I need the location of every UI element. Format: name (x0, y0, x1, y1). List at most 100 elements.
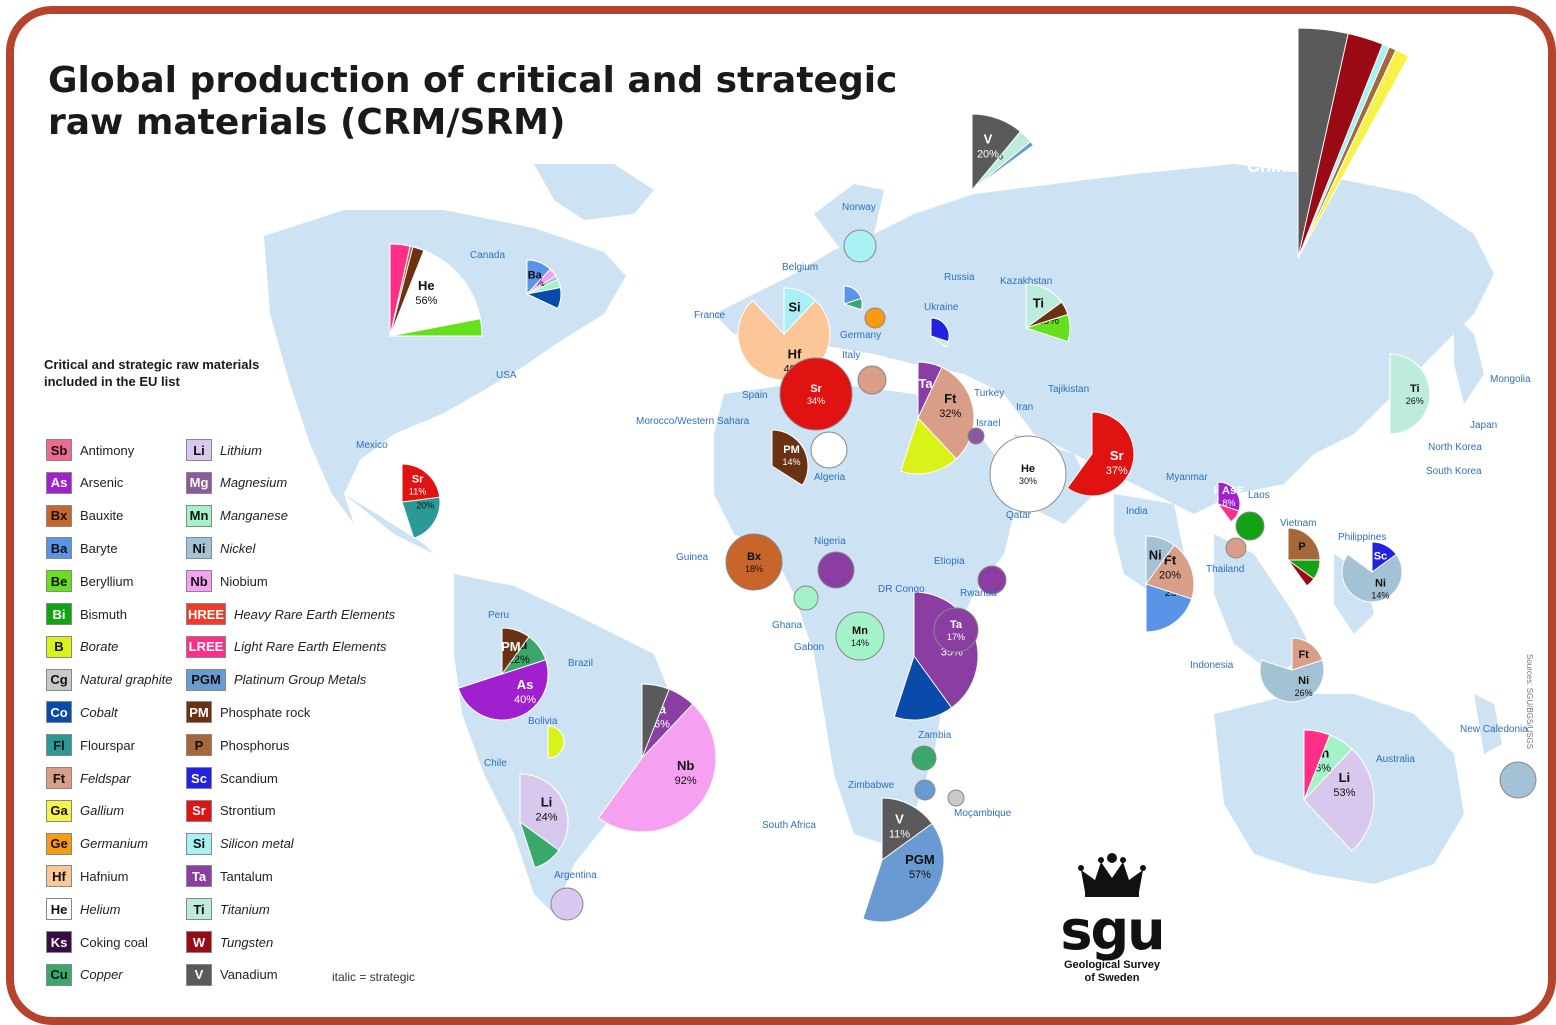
slice-code-label: Si (788, 299, 800, 314)
legend-label: Tantalum (220, 868, 273, 884)
slice-code-label: Ti (1033, 296, 1044, 311)
country-label: Gabon (794, 642, 824, 653)
legend-label: Bauxite (80, 508, 124, 524)
slice-code-label: Sc (1374, 550, 1387, 562)
country-label: France (694, 310, 726, 321)
legend-item-bx: Bx Bauxite (46, 504, 123, 528)
legend-item-ba: Ba Baryte (46, 536, 118, 560)
legend-swatch: Bx (46, 504, 72, 527)
legend-label: Germanium (80, 836, 148, 852)
legend-label: Platinum Group Metals (234, 672, 367, 688)
slice-code-label: V (984, 132, 993, 147)
legend-label: Light Rare Earth Elements (234, 639, 387, 655)
legend-label: Bismuth (80, 606, 127, 622)
country-label: Russia (944, 272, 975, 283)
country-label: Norway (842, 202, 876, 213)
legend-item-cg: Cg Natural graphite (46, 668, 173, 692)
pie-slice-cg (947, 789, 965, 807)
legend-item-sc: Sc Scandium (186, 766, 278, 790)
country-label: Brazil (568, 658, 593, 669)
slice-pct-label: 53% (1333, 787, 1355, 799)
legend-item-pgm: PGM Platinum Group Metals (186, 668, 366, 692)
legend-item-fl: Fl Flourspar (46, 733, 135, 757)
legend-label: Beryllium (80, 573, 134, 589)
country-label: Vietnam (1280, 518, 1317, 529)
legend-label: Baryte (80, 540, 118, 556)
pie-slice-ti (1389, 353, 1431, 435)
legend-label: Coking coal (80, 934, 148, 950)
legend-heading: Critical and strategic raw materials inc… (44, 357, 260, 389)
land-shape (344, 494, 454, 574)
legend-item-hree: HREE Heavy Rare Earth Elements (186, 602, 395, 626)
pie-algeria (810, 431, 848, 469)
country-label: Zimbabwe (848, 780, 895, 791)
legend-swatch: PM (186, 701, 212, 724)
country-label: Etiopia (934, 556, 965, 567)
slice-pct-label: 11% (889, 829, 910, 841)
pie-ukraine (930, 317, 950, 348)
legend-label: Gallium (80, 803, 125, 819)
pie-vietnam: WBiP (1287, 527, 1321, 587)
pie-slice-ge (864, 307, 886, 329)
slice-code-label: Ta (918, 376, 933, 391)
land-shape (264, 210, 626, 524)
country-label: DR Congo (878, 584, 925, 595)
slice-code-label: Ft (944, 391, 957, 406)
slice-code-label: PM (783, 444, 800, 456)
slice-code-label: Nb (677, 758, 694, 773)
legend-swatch: Ti (186, 898, 212, 921)
country-label: Morocco/Western Sahara (636, 416, 750, 427)
legend-item-w: W Tungsten (186, 930, 273, 954)
legend-label: Cobalt (80, 704, 118, 720)
pie-slice-pm (771, 429, 809, 486)
slice-code-label: He (1021, 463, 1035, 475)
legend-label: Silicon metal (220, 836, 294, 852)
pie-slice-sr (779, 357, 853, 431)
pie-slice-v (641, 683, 670, 759)
legend-item-ft: Ft Feldspar (46, 766, 131, 790)
legend-item-sr: Sr Strontium (186, 799, 276, 823)
pie-slice-mn (835, 611, 885, 661)
land-shape (534, 164, 654, 220)
legend-item-ks: Ks Coking coal (46, 930, 148, 954)
legend-swatch: Sr (186, 799, 212, 822)
slice-pct-label: 11% (409, 486, 426, 496)
legend-swatch: Sb (46, 439, 72, 461)
country-label: Ghana (772, 620, 802, 631)
country-label: Philippines (1338, 532, 1386, 543)
legend-swatch: Ba (46, 537, 72, 560)
country-label: Australia (1376, 754, 1415, 765)
pie-slice-ba (843, 285, 862, 305)
legend-swatch: Bi (46, 603, 72, 625)
legend-item-hf: Hf Hafnium (46, 864, 128, 888)
land-shape (1214, 534, 1314, 674)
pie-slice-ft (857, 365, 887, 395)
legend-swatch: V (186, 963, 212, 986)
legend-label: Niobium (220, 573, 268, 589)
legend-label: Nickel (220, 540, 256, 556)
sgu-logo: sgu Geological Survey of Sweden (1042, 852, 1182, 985)
legend-item-bi: Bi Bismuth (46, 602, 127, 626)
pie-slice-lree (389, 243, 411, 337)
pie-belgium (843, 285, 863, 311)
sources-note: Sources: SGU/BGS/USGS (1525, 654, 1534, 750)
legend-swatch: B (46, 635, 72, 658)
legend-label: Heavy Rare Earth Elements (234, 606, 396, 622)
legend-label: Antimony (80, 442, 135, 458)
slice-pct-label: 18% (745, 564, 763, 574)
country-label: South Korea (1426, 466, 1482, 477)
country-label: Kazakhstan (1000, 276, 1052, 287)
pie-slice-ta (933, 607, 979, 653)
country-label: Ukraine (924, 302, 959, 313)
legend-item-be: Be Beryllium (46, 569, 133, 593)
land-shape (1454, 314, 1484, 404)
slice-pct-label: 57% (909, 869, 931, 881)
legend-swatch: Li (186, 439, 212, 461)
country-label: Iran (1016, 402, 1033, 413)
legend-item-p: P Phosphorus (186, 733, 289, 757)
